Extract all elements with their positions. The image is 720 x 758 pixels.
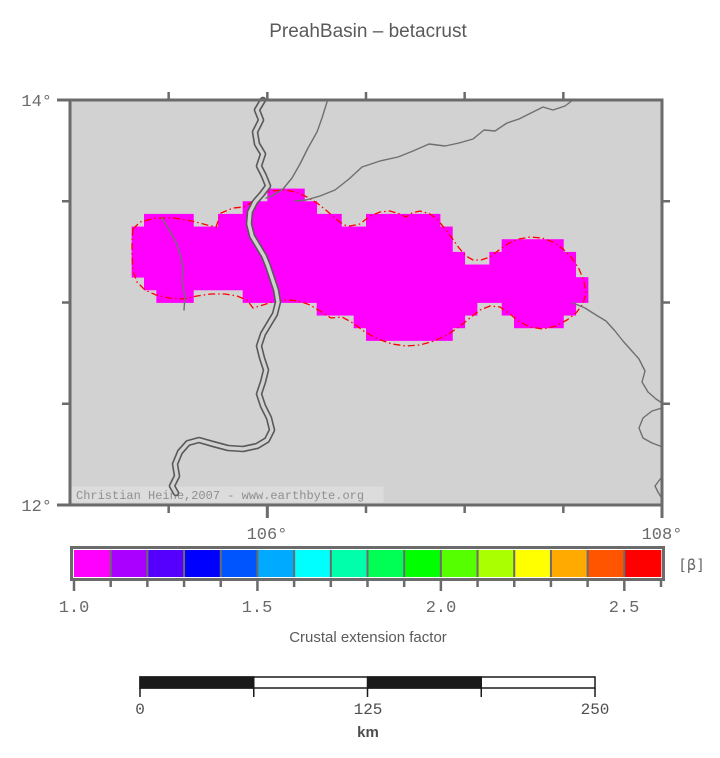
colorbar-cell: [587, 550, 625, 577]
watermark-text: Christian Heine,2007 - www.earthbyte.org: [76, 489, 364, 503]
scalebar-label-125: 125: [354, 701, 383, 719]
river-main-channel: [170, 98, 280, 495]
colorbar-cell: [404, 550, 442, 577]
map-panel: Christian Heine,2007 - www.earthbyte.org: [57, 92, 670, 518]
colorbar: [70, 546, 665, 591]
river-tributary: [654, 477, 662, 498]
scalebar-segment: [366, 676, 482, 689]
colorbar-cell: [624, 550, 662, 577]
colorbar-cell: [220, 550, 258, 577]
colorbar-cell: [110, 550, 148, 577]
scale-bar: [139, 676, 596, 697]
river-tributary: [572, 302, 663, 404]
colorbar-tick-label: 2.5: [609, 599, 640, 618]
river-tributary: [265, 101, 328, 199]
plot-title: PreahBasin – betacrust: [269, 21, 467, 42]
scalebar-label-250: 250: [581, 701, 610, 719]
river-tributary: [294, 99, 574, 202]
lon-label-108: 108°: [642, 526, 683, 545]
lat-label-north: 14°: [21, 93, 52, 112]
colorbar-tick-label: 1.5: [242, 599, 273, 618]
colorbar-cell: [477, 550, 515, 577]
colorbar-cell: [440, 550, 478, 577]
colorbar-cell: [514, 550, 552, 577]
colorbar-cell: [74, 550, 111, 577]
colorbar-tick-label: 1.0: [59, 599, 90, 618]
colorbar-caption: Crustal extension factor: [289, 629, 447, 646]
colorbar-cell: [184, 550, 222, 577]
river-tributary: [161, 217, 186, 311]
river-lines: [161, 96, 663, 498]
lon-label-106: 106°: [247, 526, 288, 545]
watermark-box: [71, 486, 384, 503]
scalebar-unit: km: [357, 724, 379, 741]
colorbar-cell: [294, 550, 332, 577]
colorbar-cell: [550, 550, 588, 577]
colorbar-cell: [330, 550, 368, 577]
colorbar-tick-label: 2.0: [426, 599, 457, 618]
colorbar-cell: [257, 550, 295, 577]
scalebar-label-0: 0: [135, 701, 145, 719]
river-tributary: [638, 407, 663, 448]
colorbar-cell: [367, 550, 405, 577]
lat-label-south: 12°: [21, 498, 52, 517]
scalebar-segment: [139, 676, 255, 689]
colorbar-unit-label: [β]: [678, 556, 705, 574]
colorbar-cell: [147, 550, 185, 577]
